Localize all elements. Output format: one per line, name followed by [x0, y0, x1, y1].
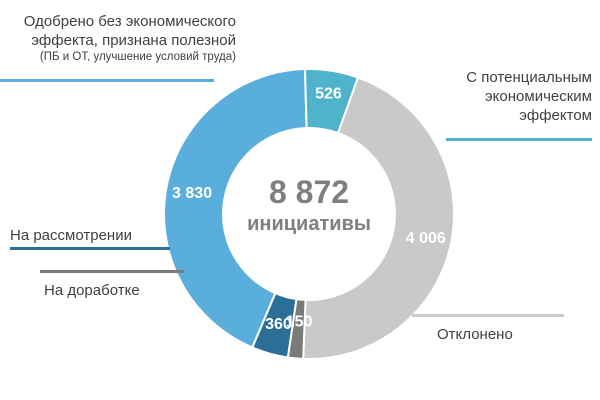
callout-rejected-rule	[412, 314, 564, 317]
callout-rejected: Отклонено	[437, 325, 513, 344]
callout-potential-line2: экономическим	[485, 88, 592, 105]
callout-approved-line1: Одобрено без экономического	[23, 13, 236, 30]
slice-value-label-0: 3 830	[172, 185, 212, 202]
slice-value-label-2: 4 006	[406, 230, 446, 247]
callout-rejected-label: Отклонено	[437, 326, 513, 343]
donut-slice-4	[251, 291, 298, 359]
callout-for-revision: На доработке	[44, 281, 140, 300]
callout-approved-no-effect: Одобрено без экономического эффекта, при…	[0, 12, 236, 65]
donut-slice-0	[163, 68, 308, 349]
callout-potential-line3: эффектом	[519, 107, 592, 124]
callout-under-review: На рассмотрении	[10, 226, 132, 245]
center-total: 8 872	[269, 174, 349, 210]
callout-revision-label: На доработке	[44, 282, 140, 299]
callout-potential-line1: С потенциальным	[466, 69, 592, 86]
center-caption: инициативы	[247, 213, 371, 235]
callout-potential-rule	[446, 138, 592, 141]
donut-slice-2	[302, 76, 455, 360]
callout-approved-line3: (ПБ и ОТ, улучшение условий труда)	[39, 51, 236, 63]
callout-approved-rule	[0, 79, 214, 82]
callout-revision-rule	[40, 270, 184, 273]
callout-potential-effect: С потенциальным экономическим эффектом	[420, 68, 592, 125]
slice-value-label-1: 526	[315, 86, 342, 103]
slice-value-label-3: 150	[286, 314, 313, 331]
slice-value-label-4: 360	[265, 316, 292, 333]
callout-approved-line2: эффекта, признана полезной	[31, 32, 236, 49]
donut-slices	[163, 68, 455, 360]
callout-review-rule	[10, 247, 170, 250]
callout-review-label: На рассмотрении	[10, 227, 132, 244]
